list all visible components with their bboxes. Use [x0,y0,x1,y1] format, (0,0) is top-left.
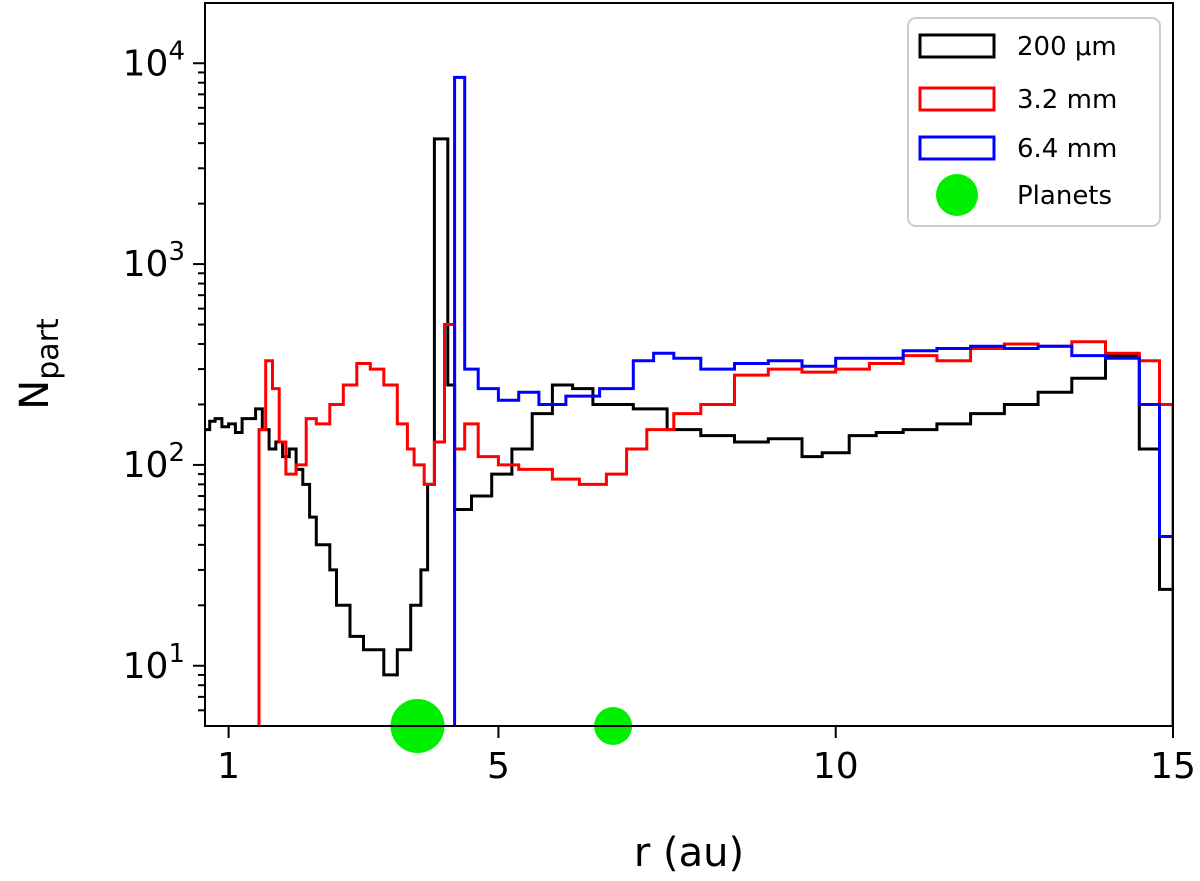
legend-label-2: 6.4 mm [1017,134,1117,164]
y-tick-label-2: 103 [123,237,185,285]
legend-label-planets: Planets [1017,181,1112,211]
x-axis: 1 5 10 15 [217,726,1196,787]
x-axis-label: r (au) [634,830,744,876]
y-tick-label-3: 104 [123,36,185,84]
series-line-2 [453,75,1173,726]
y-tick-label-0: 101 [123,639,185,687]
x-tick-label-3: 15 [1150,746,1196,787]
y-axis-label-sub: part [31,318,66,380]
x-tick-label-0: 1 [217,746,240,787]
legend-planet-marker [936,174,978,216]
plot-frame [204,2,1174,727]
y-tick-label-1: 102 [123,438,185,486]
legend-swatch-1 [918,86,996,112]
y-axis-label-main: N [12,380,58,410]
series-line-0 [205,137,1173,726]
y-axis: 101 102 103 104 [123,36,205,712]
series-layer [205,75,1173,726]
legend-label-1: 3.2 mm [1017,85,1117,115]
x-tick-label-1: 5 [487,746,510,787]
legend-box [907,17,1161,227]
legend: 200 μm 3.2 mm 6.4 mm Planets [907,17,1161,227]
x-tick-label-2: 10 [813,746,859,787]
legend-swatch-0 [918,33,996,59]
series-line-1 [257,323,1173,726]
y-axis-label: Npart [12,318,66,410]
legend-label-0: 200 μm [1017,32,1117,62]
legend-swatch-2 [918,135,996,161]
